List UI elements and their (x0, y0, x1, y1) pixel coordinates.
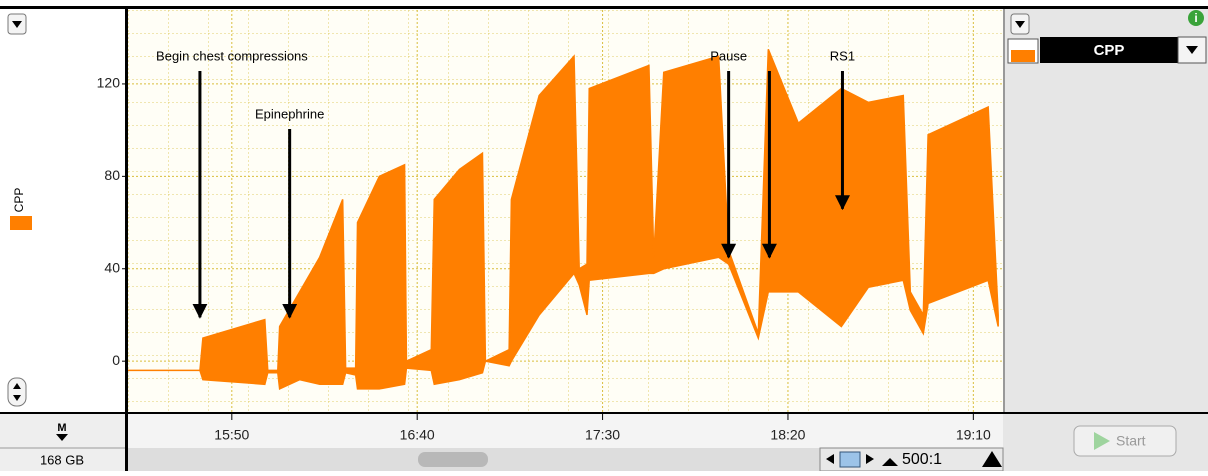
top-border (0, 6, 1208, 9)
cpp-trace (128, 48, 999, 391)
annotation: Epinephrine (255, 106, 324, 121)
marker-arrow (56, 434, 68, 441)
disk-space: 168 GB (40, 452, 84, 467)
zoom-in[interactable] (982, 451, 1002, 467)
menu-arrow (12, 21, 22, 28)
x-tick-label: 18:20 (770, 427, 805, 443)
zoom-ratio[interactable]: 500:1 (902, 451, 942, 468)
scroll-thumb[interactable] (418, 452, 488, 467)
status-panel (0, 414, 125, 471)
bottom-border (0, 412, 1208, 414)
x-tick-label: 16:40 (400, 427, 435, 443)
selector-arrow (1186, 46, 1198, 54)
scale-stepper[interactable] (7, 377, 27, 407)
x-tick-label: 17:30 (585, 427, 620, 443)
scrollbar[interactable] (128, 448, 1003, 471)
annotation: RS1 (830, 48, 855, 63)
y-tick-label: 120 (97, 75, 121, 91)
start-label: Start (1116, 433, 1146, 449)
y-tick-label: 0 (112, 352, 120, 368)
zoom-out[interactable] (882, 458, 898, 466)
channel-swatch (1011, 50, 1035, 62)
right-divider (1003, 9, 1005, 413)
annotation: Pause (710, 48, 747, 63)
channel-selector[interactable] (1040, 37, 1178, 63)
right-panel (1003, 9, 1208, 413)
channel-selector-text: CPP (1094, 42, 1125, 59)
channel-menu-arrow (1015, 21, 1025, 28)
left-divider (125, 6, 128, 471)
fit-button[interactable] (839, 451, 861, 468)
info-glyph: i (1194, 11, 1197, 25)
info-icon[interactable] (1188, 10, 1204, 26)
annotation: Begin chest compressions (156, 48, 308, 63)
plot (128, 10, 1003, 412)
time-axis-strip (128, 414, 1003, 448)
x-tick-label: 19:10 (956, 427, 991, 443)
start-button[interactable] (1073, 425, 1177, 457)
start-icon (1094, 432, 1110, 450)
y-tick-label: 40 (104, 259, 120, 275)
channel-color (10, 216, 32, 230)
x-tick-label: 15:50 (214, 427, 249, 443)
marker[interactable]: M (57, 422, 66, 434)
y-tick-label: 80 (104, 167, 120, 183)
stepper-arrows (13, 383, 21, 401)
channel-label: CPP (12, 188, 26, 213)
